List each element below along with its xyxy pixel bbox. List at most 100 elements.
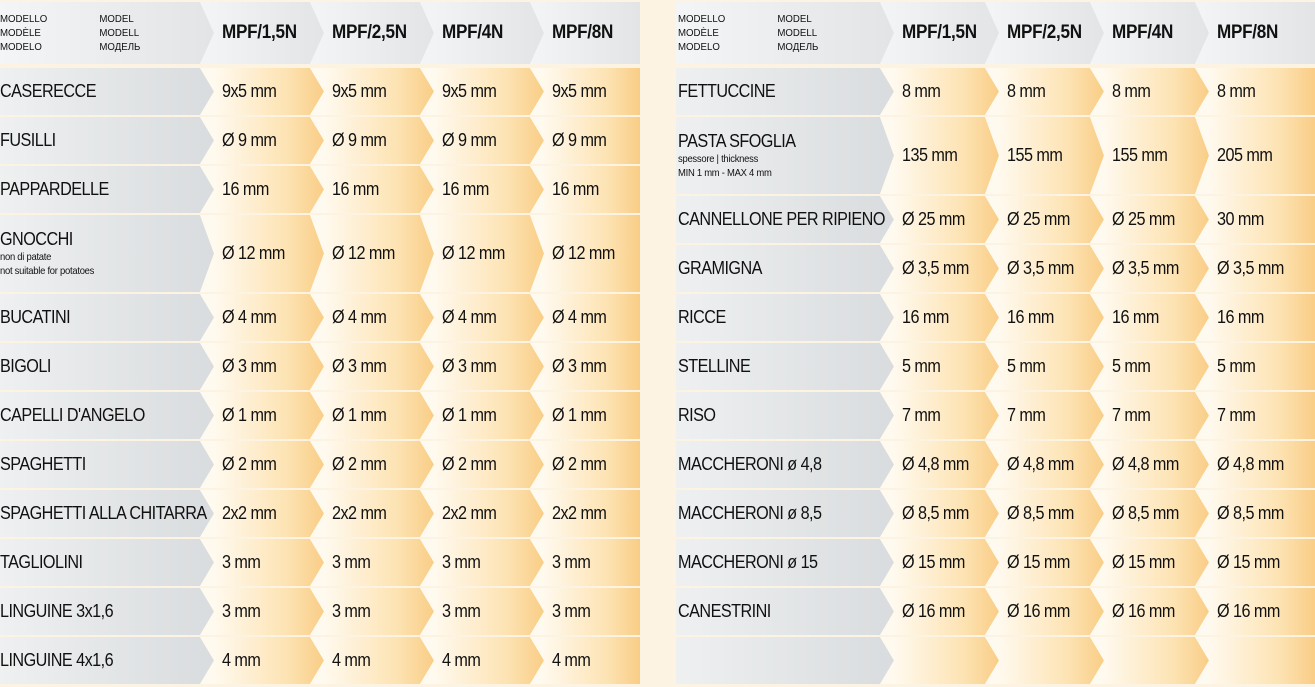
size-value: 16 mm bbox=[1007, 307, 1054, 327]
size-cell: 205 mm bbox=[1195, 117, 1315, 194]
table-row: GNOCCHI non di patate not suitable for pot… bbox=[0, 215, 640, 292]
size-cell: Ø 3 mm bbox=[530, 343, 640, 390]
model-header-cell: MPF/4N bbox=[420, 2, 544, 64]
size-value: Ø 12 mm bbox=[552, 243, 615, 263]
size-cell: Ø 16 mm bbox=[1195, 588, 1315, 635]
size-cell: Ø 9 mm bbox=[310, 117, 434, 164]
size-value: 8 mm bbox=[902, 81, 941, 101]
pasta-name-wrap: BIGOLI bbox=[0, 356, 56, 377]
pasta-name-wrap: FETTUCCINE bbox=[678, 81, 786, 102]
pasta-name-wrap: SPAGHETTI ALLA CHITARRA bbox=[0, 503, 230, 524]
size-cell bbox=[1195, 637, 1315, 684]
pasta-name: CANNELLONE PER RIPIENO bbox=[678, 209, 885, 229]
size-cell: Ø 12 mm bbox=[530, 215, 640, 292]
table-row: BUCATINI Ø 4 mm Ø 4 mm Ø 4 mm Ø 4 mm bbox=[0, 294, 640, 341]
size-cell: 5 mm bbox=[1195, 343, 1315, 390]
model-label: МОДЕЛЬ bbox=[777, 41, 819, 53]
size-cell: Ø 15 mm bbox=[1195, 539, 1315, 586]
pasta-name-wrap: CANNELLONE PER RIPIENO bbox=[678, 209, 908, 230]
size-value: Ø 12 mm bbox=[332, 243, 395, 263]
pasta-name: TAGLIOLINI bbox=[0, 552, 83, 572]
size-value: 3 mm bbox=[332, 601, 371, 621]
table-row: SPAGHETTI ALLA CHITARRA 2x2 mm 2x2 mm 2x2 m… bbox=[0, 490, 640, 537]
table-row: PAPPARDELLE 16 mm 16 mm 16 mm 16 mm bbox=[0, 166, 640, 213]
model-header-cell: MPF/8N bbox=[1195, 2, 1315, 64]
size-value: 5 mm bbox=[1112, 356, 1151, 376]
size-cell: 3 mm bbox=[420, 539, 544, 586]
size-value: Ø 2 mm bbox=[332, 454, 387, 474]
size-cell: Ø 1 mm bbox=[420, 392, 544, 439]
pasta-name-wrap: CANESTRINI bbox=[678, 601, 781, 622]
size-cell: Ø 12 mm bbox=[310, 215, 434, 292]
model-name: MPF/4N bbox=[442, 22, 504, 43]
table-row: LINGUINE 4x1,6 4 mm 4 mm 4 mm 4 mm bbox=[0, 637, 640, 684]
pasta-name: CASERECCE bbox=[0, 81, 96, 101]
size-cell: 9x5 mm bbox=[530, 68, 640, 115]
size-value: Ø 15 mm bbox=[902, 552, 965, 572]
size-value: 5 mm bbox=[1217, 356, 1256, 376]
size-value: 3 mm bbox=[222, 601, 261, 621]
size-value: Ø 15 mm bbox=[1112, 552, 1175, 572]
pasta-name-wrap: MACCHERONI ø 8,5 bbox=[678, 503, 837, 524]
size-value: Ø 3,5 mm bbox=[1112, 258, 1179, 278]
pasta-name-cell: LINGUINE 3x1,6 bbox=[0, 588, 214, 635]
pasta-name-cell: RISO bbox=[676, 392, 894, 439]
size-value: Ø 16 mm bbox=[1007, 601, 1070, 621]
size-cell: Ø 8,5 mm bbox=[985, 490, 1104, 537]
size-cell: 3 mm bbox=[530, 588, 640, 635]
size-value: Ø 3,5 mm bbox=[1007, 258, 1074, 278]
size-value: 7 mm bbox=[1112, 405, 1151, 425]
size-cell: 16 mm bbox=[420, 166, 544, 213]
size-cell: Ø 9 mm bbox=[420, 117, 544, 164]
size-cell: Ø 15 mm bbox=[985, 539, 1104, 586]
model-label: MODELO bbox=[678, 41, 720, 53]
size-value: 4 mm bbox=[332, 650, 371, 670]
size-value: 8 mm bbox=[1007, 81, 1046, 101]
size-value: Ø 8,5 mm bbox=[902, 503, 969, 523]
size-cell bbox=[1090, 637, 1209, 684]
size-cell: Ø 3,5 mm bbox=[1090, 245, 1209, 292]
size-cell: 3 mm bbox=[200, 588, 324, 635]
size-value: Ø 4 mm bbox=[222, 307, 277, 327]
size-value: Ø 8,5 mm bbox=[1112, 503, 1179, 523]
model-label: MODEL bbox=[777, 13, 812, 25]
table-row: MACCHERONI ø 15 Ø 15 mm Ø 15 mm Ø 15 mm Ø 15… bbox=[676, 539, 1315, 586]
pasta-name: STELLINE bbox=[678, 356, 751, 376]
size-value: 205 mm bbox=[1217, 145, 1273, 165]
size-cell: 16 mm bbox=[530, 166, 640, 213]
size-cell: 9x5 mm bbox=[310, 68, 434, 115]
pasta-name-cell: MACCHERONI ø 8,5 bbox=[676, 490, 894, 537]
header-row: MODELLO MODÈLE MODELO MODEL MODELL МОДЕЛЬ MPF/… bbox=[676, 2, 1315, 64]
size-value: Ø 9 mm bbox=[552, 130, 607, 150]
model-label: MODELLO bbox=[678, 13, 726, 25]
pasta-name-cell: MACCHERONI ø 15 bbox=[676, 539, 894, 586]
size-value: 5 mm bbox=[1007, 356, 1046, 376]
pasta-name-wrap: RISO bbox=[678, 405, 720, 426]
size-value: Ø 3,5 mm bbox=[902, 258, 969, 278]
model-header-cell: MPF/1,5N bbox=[880, 2, 999, 64]
model-name: MPF/4N bbox=[1112, 22, 1174, 43]
pasta-name: LINGUINE 3x1,6 bbox=[0, 601, 114, 621]
size-cell: Ø 1 mm bbox=[310, 392, 434, 439]
size-cell: Ø 4,8 mm bbox=[985, 441, 1104, 488]
pasta-name-wrap: TAGLIOLINI bbox=[0, 552, 92, 573]
pasta-name: GRAMIGNA bbox=[678, 258, 762, 278]
size-value: Ø 4,8 mm bbox=[1007, 454, 1074, 474]
pasta-name-cell bbox=[676, 637, 894, 684]
pasta-name-cell: TAGLIOLINI bbox=[0, 539, 214, 586]
model-label: MODELL bbox=[777, 27, 818, 39]
pasta-name: CAPELLI D'ANGELO bbox=[0, 405, 145, 425]
pasta-name: BUCATINI bbox=[0, 307, 71, 327]
pasta-name-cell: FETTUCCINE bbox=[676, 68, 894, 115]
size-cell: Ø 3 mm bbox=[310, 343, 434, 390]
size-value: Ø 25 mm bbox=[1112, 209, 1175, 229]
model-label-column: MODEL MODELL МОДЕЛЬ bbox=[99, 12, 198, 54]
size-cell: Ø 2 mm bbox=[310, 441, 434, 488]
size-cell bbox=[985, 637, 1104, 684]
model-label-column: MODEL MODELL МОДЕЛЬ bbox=[777, 12, 876, 54]
size-cell: Ø 3,5 mm bbox=[985, 245, 1104, 292]
model-label: MODEL bbox=[99, 13, 134, 25]
size-cell: Ø 8,5 mm bbox=[1090, 490, 1209, 537]
model-label-column: MODELLO MODÈLE MODELO bbox=[0, 12, 99, 54]
size-cell: Ø 4 mm bbox=[310, 294, 434, 341]
